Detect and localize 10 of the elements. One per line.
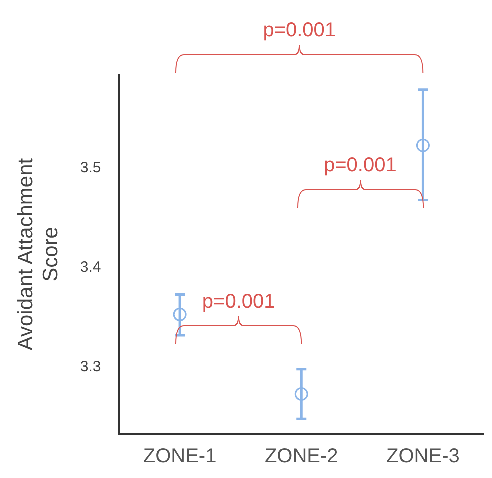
- annotation: p=0.001: [202, 290, 276, 313]
- y-tick-label: 3.4: [80, 259, 102, 276]
- y-tick-label: 3.3: [80, 358, 102, 376]
- text: p=0.001: [263, 20, 336, 42]
- x-tick-label: ZONE-3: [386, 446, 460, 468]
- annotation: p=0.001: [324, 154, 397, 176]
- y-tick-label: 3.5: [80, 160, 102, 177]
- x-tick-label: ZONE-1: [143, 446, 217, 468]
- x-tick-label: ZONE-2: [264, 446, 338, 468]
- y-axis-title: Avoidant Attachment Score: [14, 158, 63, 351]
